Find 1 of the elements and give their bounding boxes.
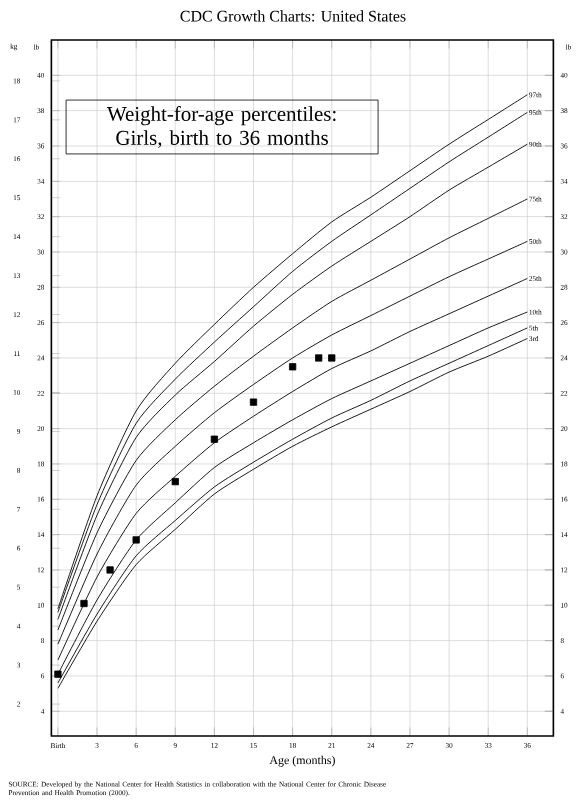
- text: Weight-for-age percentiles: Girls, birth to 36 months: [106, 106, 336, 148]
